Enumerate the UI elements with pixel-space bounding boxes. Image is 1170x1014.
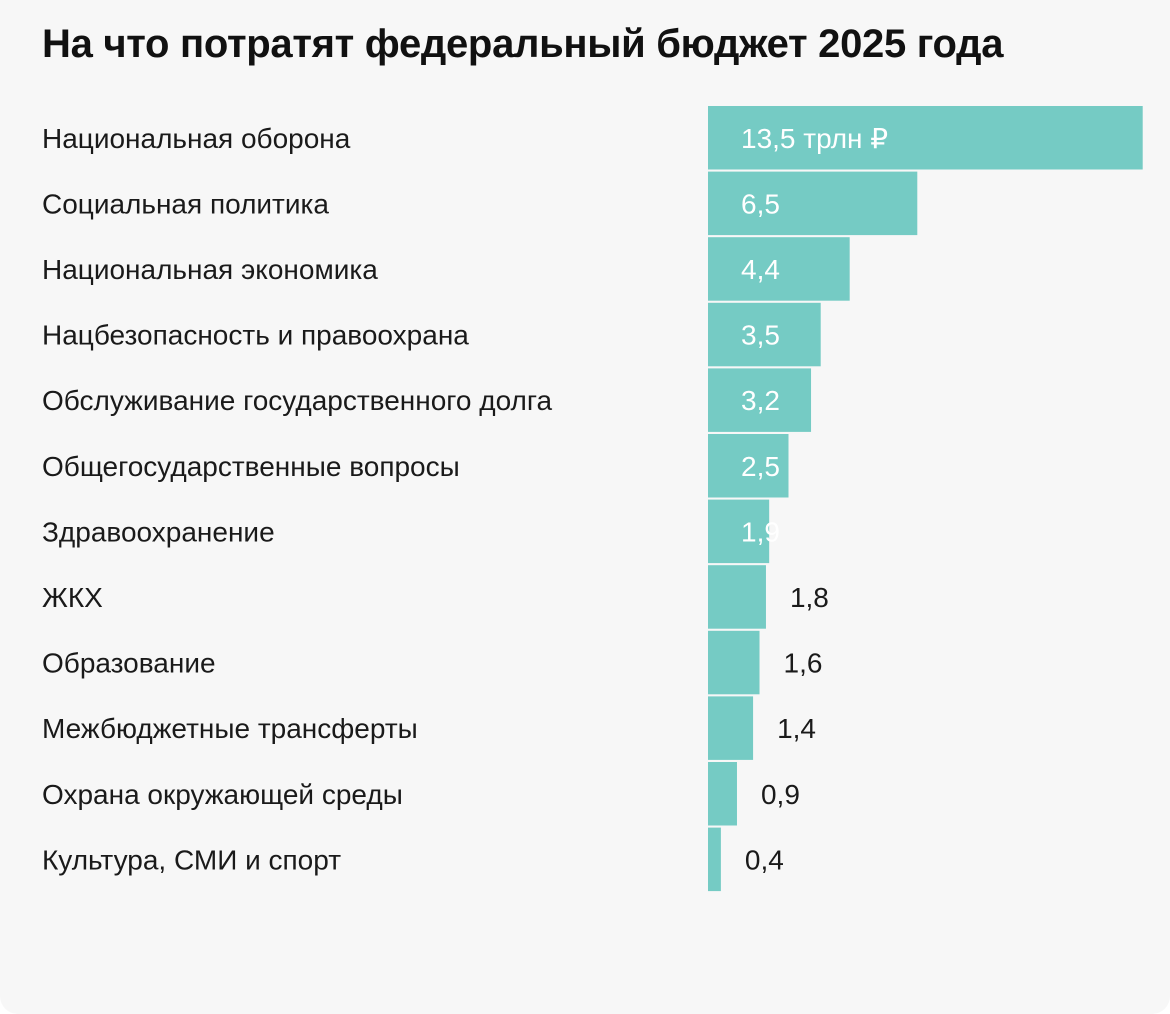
- value-label: 3,2: [741, 385, 780, 416]
- category-label: Нацбезопасность и правоохрана: [42, 320, 469, 351]
- category-label: Охрана окружающей среды: [42, 779, 403, 810]
- category-label: Культура, СМИ и спорт: [42, 844, 341, 875]
- bar: [708, 696, 754, 760]
- bar: [708, 302, 821, 367]
- bar: [708, 368, 812, 432]
- category-label: Национальная экономика: [42, 254, 378, 285]
- value-label: 0,4: [745, 844, 784, 875]
- category-label: Образование: [42, 648, 216, 679]
- chart-title: На что потратят федеральный бюджет 2025 …: [42, 22, 1004, 66]
- bar: [708, 499, 770, 564]
- value-label: 1,6: [784, 648, 823, 679]
- category-label: Национальная оборона: [42, 123, 351, 154]
- category-label: Общегосударственные вопросы: [42, 451, 460, 482]
- category-label: Социальная политика: [42, 188, 329, 219]
- bar: [708, 565, 766, 629]
- value-label: 6,5: [741, 188, 780, 219]
- value-label: 2,5: [741, 451, 780, 482]
- bar: [708, 827, 721, 892]
- value-label: 3,5: [741, 320, 780, 351]
- category-label: ЖКХ: [42, 582, 103, 613]
- category-label: Здравоохранение: [42, 516, 275, 547]
- bar: [708, 237, 850, 301]
- value-label: 4,4: [741, 254, 780, 285]
- value-label: 1,8: [790, 582, 829, 613]
- bar: [708, 171, 918, 236]
- bar: [708, 762, 737, 826]
- bar: [708, 434, 789, 498]
- value-label: 13,5 трлн ₽: [741, 123, 888, 154]
- value-label: 0,9: [761, 779, 800, 810]
- value-label: 1,4: [777, 713, 816, 744]
- bar: [708, 106, 1143, 170]
- value-label: 1,9: [741, 516, 780, 547]
- category-label: Межбюджетные трансферты: [42, 713, 418, 744]
- bar: [708, 630, 760, 695]
- category-label: Обслуживание государственного долга: [42, 385, 552, 416]
